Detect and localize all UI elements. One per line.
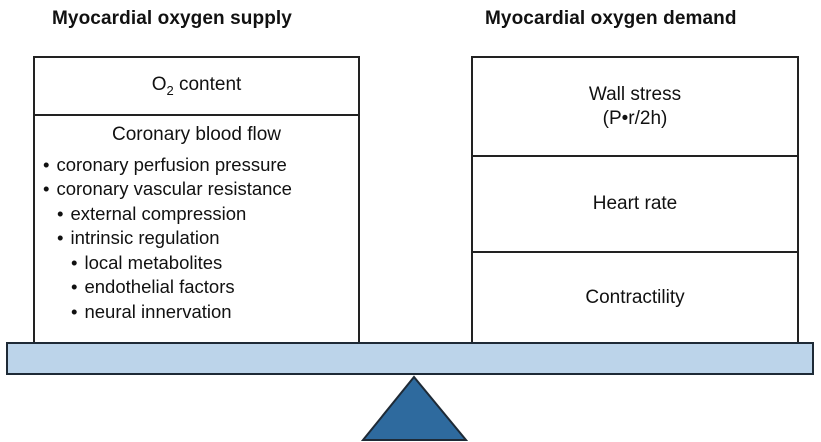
factor-item: local metabolites xyxy=(35,251,358,276)
demand-heading: Myocardial oxygen demand xyxy=(485,8,737,29)
wall-stress-box: Wall stress (P•r/2h) xyxy=(473,58,797,155)
factor-item: intrinsic regulation xyxy=(35,226,358,251)
seesaw-beam xyxy=(6,342,814,375)
o2-content-box: O2 content xyxy=(35,58,358,114)
factor-item: neural innervation xyxy=(35,300,358,325)
contractility-box: Contractility xyxy=(473,251,797,342)
factor-item: coronary vascular resistance xyxy=(35,177,358,202)
coronary-blood-flow-box: Coronary blood flow coronary perfusion p… xyxy=(35,114,358,342)
factor-item: external compression xyxy=(35,202,358,227)
heart-rate-box: Heart rate xyxy=(473,155,797,251)
o2-content-label: O2 content xyxy=(151,73,242,98)
heart-rate-label: Heart rate xyxy=(592,193,678,215)
wall-stress-title: Wall stress xyxy=(588,83,682,105)
factor-item: coronary perfusion pressure xyxy=(35,153,358,178)
supply-heading: Myocardial oxygen supply xyxy=(52,8,292,29)
coronary-flow-factor-list: coronary perfusion pressure coronary vas… xyxy=(35,153,358,325)
factor-item: endothelial factors xyxy=(35,275,358,300)
coronary-blood-flow-title: Coronary blood flow xyxy=(112,124,281,145)
wall-stress-formula: (P•r/2h) xyxy=(602,107,668,129)
supply-column: O2 content Coronary blood flow coronary … xyxy=(33,56,360,344)
contractility-label: Contractility xyxy=(585,286,685,308)
